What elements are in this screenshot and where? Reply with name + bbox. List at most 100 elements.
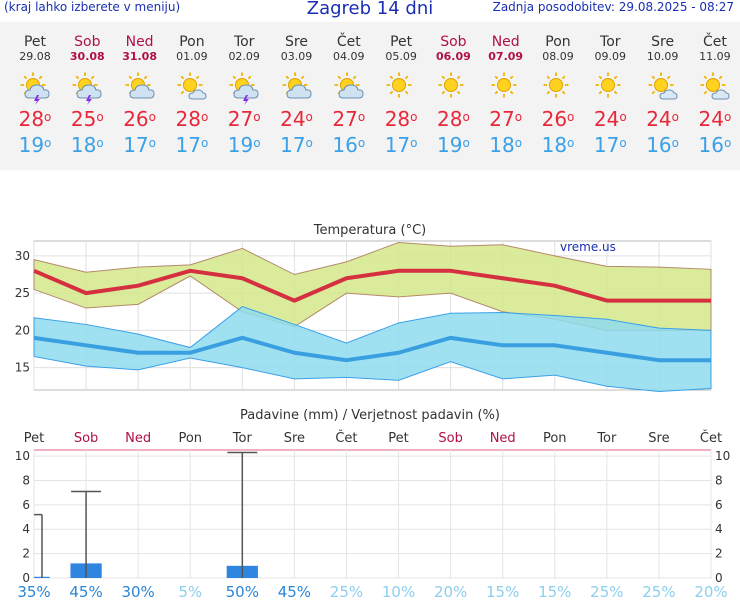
- sun-small-cloud-icon: [165, 68, 219, 104]
- y-tick-label-right: 8: [715, 473, 723, 487]
- day-name: Pet: [23, 34, 47, 50]
- header-bar: (kraj lahko izberete v meniju) Zagreb 14…: [0, 0, 740, 22]
- day-name: Sre: [651, 34, 675, 50]
- temperature-chart: Temperatura (°C) 15 20 25 30 vreme.us: [15, 223, 712, 392]
- sun-cloud-thunder-icon: [60, 68, 114, 105]
- y-tick-label: 30: [15, 249, 30, 263]
- min-temp: 18o: [541, 133, 575, 157]
- day-column: Sre 03.09 24o 17o: [270, 22, 324, 158]
- day-date: 08.09: [542, 50, 574, 63]
- max-temp: 26o: [123, 107, 156, 131]
- day-date: 04.09: [333, 50, 365, 63]
- y-tick-label-right: 2: [715, 547, 723, 561]
- min-temp: 16o: [332, 133, 366, 157]
- precip-probability: 15%: [538, 583, 571, 600]
- sun-cloud-icon: [322, 68, 376, 104]
- precip-probability: 45%: [278, 583, 311, 600]
- day-date: 02.09: [228, 50, 260, 63]
- day-name: Sob: [440, 34, 467, 50]
- min-temp: 18o: [70, 133, 104, 157]
- x-category-label: Sob: [438, 431, 462, 446]
- min-temp: 17o: [384, 133, 418, 157]
- y-tick-label-left: 6: [22, 498, 30, 512]
- y-tick-label-right: 0: [715, 571, 723, 585]
- precip-probability: 5%: [178, 583, 202, 600]
- day-column: Tor 02.09 27o 19o: [217, 22, 271, 158]
- day-date: 06.09: [435, 50, 471, 63]
- precip-probability: 10%: [382, 583, 415, 600]
- x-category-label: Pon: [543, 431, 567, 446]
- y-tick-label: 15: [15, 361, 30, 375]
- max-temp: 28o: [175, 107, 209, 131]
- day-column: Pet 05.09 28o 17o: [374, 22, 428, 158]
- max-temp-line: [33, 268, 711, 303]
- day-column: Sob 06.09 28o 19o: [426, 22, 480, 158]
- sun-icon: [374, 68, 428, 104]
- day-column: Tor 09.09 24o 17o: [583, 22, 637, 158]
- x-category-label: Pet: [24, 431, 44, 446]
- day-date: 11.09: [699, 50, 731, 63]
- day-name: Ned: [125, 34, 154, 50]
- daily-forecast-strip: Pet 29.08 28o 19o Sob 30.08 25o 18o Ned 31.08 26o 1…: [0, 22, 740, 170]
- sun-cloud-icon: [270, 68, 324, 104]
- y-tick-label-left: 0: [22, 571, 30, 585]
- last-updated: Zadnja posodobitev: 29.08.2025 - 08:27: [492, 0, 734, 14]
- sun-small-cloud-icon: [636, 68, 690, 104]
- min-temp: 19o: [227, 133, 261, 157]
- max-temp: 28o: [436, 107, 470, 131]
- day-date: 29.08: [19, 50, 51, 63]
- precip-probability: 25%: [590, 583, 623, 600]
- day-name: Sob: [74, 34, 101, 50]
- max-temp: 26o: [541, 107, 575, 131]
- min-temp: 17o: [593, 133, 627, 157]
- day-column: Sob 30.08 25o 18o: [60, 22, 114, 158]
- menu-hint: (kraj lahko izberete v meniju): [4, 0, 181, 14]
- precip-probability: 50%: [226, 583, 259, 600]
- day-name: Tor: [233, 34, 255, 50]
- x-category-label: Ned: [490, 431, 516, 446]
- sun-icon: [479, 68, 533, 104]
- day-column: Sre 10.09 24o 16o: [636, 22, 690, 158]
- precip-probability: 30%: [121, 583, 154, 600]
- min-temp: 16o: [698, 133, 732, 157]
- day-name: Tor: [600, 34, 621, 50]
- sun-icon: [531, 68, 585, 104]
- min-temp: 19o: [18, 133, 52, 157]
- sun-icon: [583, 68, 637, 104]
- max-temp: 24o: [698, 107, 732, 131]
- sun-cloud-thunder-icon: [217, 68, 271, 105]
- day-column: Čet 04.09 27o 16o: [322, 22, 376, 158]
- x-category-label: Sre: [284, 431, 305, 446]
- min-temp: 16o: [646, 133, 679, 157]
- min-temp-line: [33, 335, 711, 363]
- precip-probability: 20%: [434, 583, 467, 600]
- precip-probability: 20%: [694, 583, 727, 600]
- day-date: 01.09: [176, 50, 208, 63]
- x-category-label: Čet: [700, 430, 722, 446]
- y-tick-label-left: 10: [15, 449, 30, 463]
- day-name: Čet: [336, 34, 361, 50]
- x-category-label: Pet: [388, 431, 408, 446]
- day-name: Čet: [702, 34, 727, 50]
- min-temp-range-band: [33, 305, 712, 392]
- min-temp: 17o: [123, 133, 156, 157]
- precip-probability: 45%: [69, 583, 102, 600]
- chart-title: Padavine (mm) / Verjetnost padavin (%): [240, 408, 500, 423]
- y-tick-label: 25: [15, 286, 30, 300]
- day-column: Čet 11.09 24o 16o: [688, 22, 740, 158]
- max-temp: 25o: [70, 107, 104, 131]
- day-date: 07.09: [488, 50, 524, 63]
- day-name: Pet: [390, 34, 413, 50]
- max-temp: 24o: [646, 107, 679, 131]
- precip-probability: 35%: [17, 583, 50, 600]
- precip-probability: 25%: [330, 583, 363, 600]
- max-temp: 27o: [332, 107, 366, 131]
- max-temp: 28o: [384, 107, 418, 131]
- watermark: vreme.us: [560, 240, 616, 254]
- max-temp: 24o: [280, 107, 313, 131]
- max-temp: 24o: [593, 107, 627, 131]
- chart-title: Temperatura (°C): [313, 223, 426, 238]
- day-date: 09.09: [594, 50, 627, 63]
- day-name: Pon: [179, 34, 205, 50]
- sun-cloud-icon: [113, 68, 167, 104]
